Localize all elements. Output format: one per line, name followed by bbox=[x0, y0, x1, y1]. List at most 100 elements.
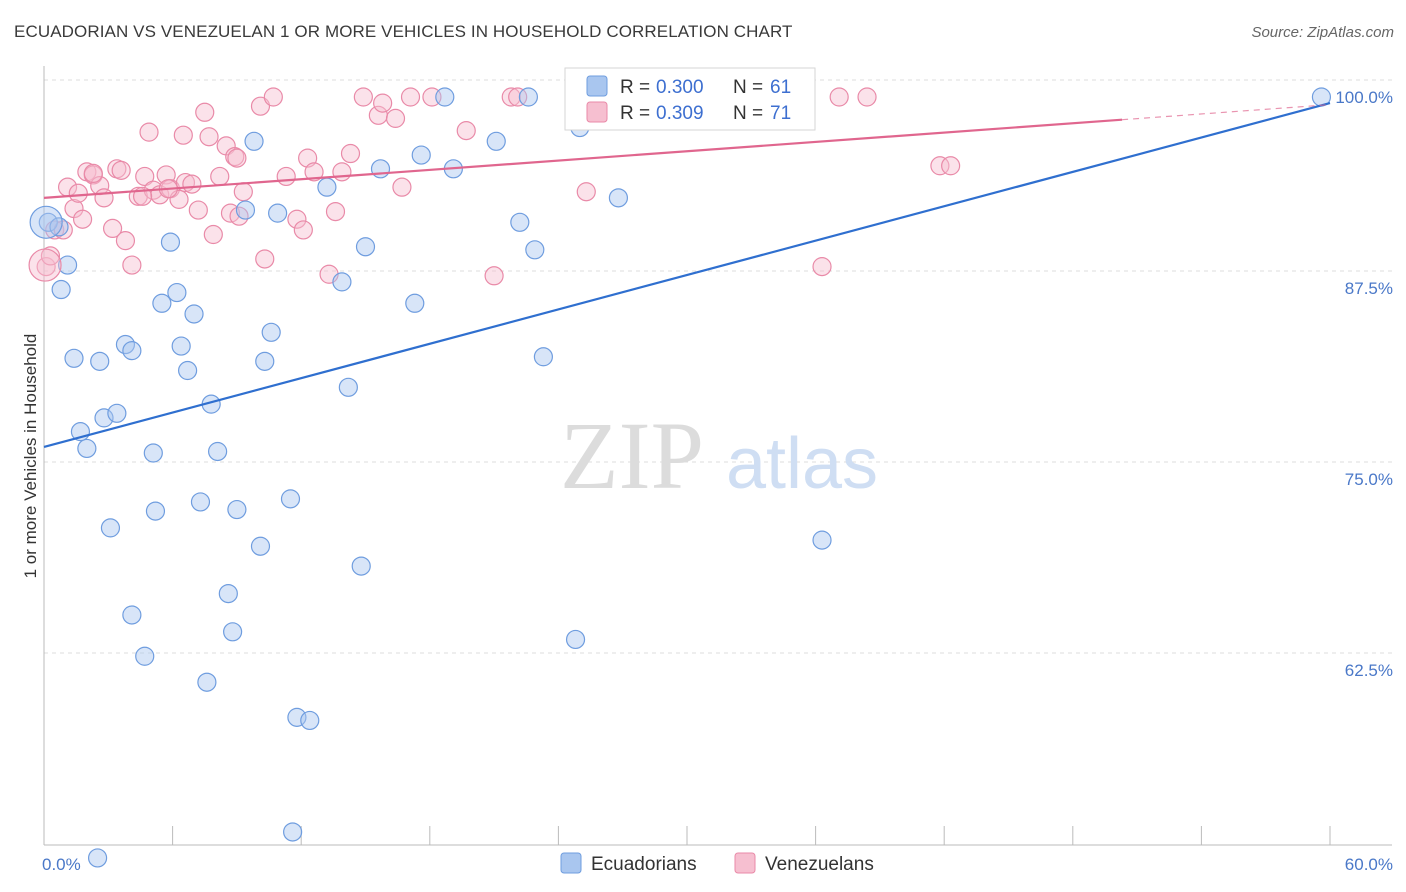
ecuadorian-point-57 bbox=[608, 188, 629, 208]
legend-swatch-venezuelans bbox=[586, 101, 608, 123]
venezuelan-point-63 bbox=[829, 87, 849, 107]
ecuadorian-point-31 bbox=[244, 131, 264, 151]
source-label: Source: ZipAtlas.com bbox=[1251, 24, 1394, 41]
ecuadorian-point-28 bbox=[223, 622, 243, 642]
ecuadorian-point-43 bbox=[351, 556, 371, 576]
legend-r-label-2: R = bbox=[620, 103, 650, 124]
venezuelan-point-14 bbox=[111, 160, 131, 180]
legend-n-label-1: N = bbox=[733, 77, 763, 98]
ecuadorian-point-21 bbox=[178, 360, 198, 381]
ecuadorian-point-44 bbox=[355, 237, 376, 257]
ecuadorian-point-15 bbox=[143, 443, 163, 463]
y-tick-label-2: 75.0% bbox=[1345, 470, 1393, 489]
x-tick-label-1: 60.0% bbox=[1345, 855, 1393, 874]
ecuadorian-point-39 bbox=[300, 710, 320, 731]
venezuelan-point-28 bbox=[188, 200, 208, 220]
venezuelan-point-47 bbox=[325, 202, 346, 222]
ecuadorian-point-13 bbox=[122, 341, 142, 361]
trend-lines bbox=[43, 102, 1331, 448]
venezuelan-point-1 bbox=[40, 246, 61, 266]
legend-r-value-2: 0.309 bbox=[656, 103, 704, 124]
venezuelan-point-62 bbox=[812, 257, 832, 277]
venezuelan-trend-line bbox=[43, 118, 1123, 199]
venezuelan-point-6 bbox=[68, 183, 88, 203]
venezuelan-point-32 bbox=[210, 166, 230, 187]
ecuadorian-point-16 bbox=[145, 501, 166, 521]
venezuelan-point-19 bbox=[139, 122, 159, 142]
venezuelan-point-48 bbox=[332, 162, 352, 182]
ecuadorian-point-40 bbox=[317, 177, 337, 197]
ecuadorian-point-18 bbox=[160, 232, 181, 252]
venezuelan-point-42 bbox=[287, 209, 307, 229]
ecuadorian-point-32 bbox=[250, 536, 271, 556]
venezuelan-point-66 bbox=[941, 156, 961, 176]
legend-r-value-1: 0.300 bbox=[656, 77, 704, 98]
venezuelan-point-41 bbox=[276, 166, 296, 187]
ecuadorian-point-47 bbox=[411, 145, 431, 165]
ecuadorian-point-24 bbox=[197, 672, 217, 692]
venezuelan-point-59 bbox=[501, 87, 521, 107]
y-tick-label-0: 100.0% bbox=[1335, 88, 1393, 107]
venezuelan-point-57 bbox=[456, 121, 476, 141]
venezuelan-point-15 bbox=[115, 231, 136, 251]
ecuadorian-point-0 bbox=[38, 212, 58, 232]
legend-swatch-ecuadorians bbox=[586, 75, 608, 97]
venezuelan-point-45 bbox=[304, 162, 324, 182]
venezuelan-point-65 bbox=[930, 156, 950, 176]
data-points bbox=[28, 87, 1332, 868]
watermark-atlas: atlas bbox=[726, 424, 878, 504]
venezuelan-point-67 bbox=[227, 148, 247, 168]
ecuadorian-point-41 bbox=[332, 272, 352, 292]
ecuadorian-point-27 bbox=[218, 583, 238, 604]
ecuadorian-cluster-point bbox=[29, 205, 63, 239]
ecuadorian-point-10 bbox=[107, 403, 127, 423]
chart-title: ECUADORIAN VS VENEZUELAN 1 OR MORE VEHIC… bbox=[14, 22, 793, 41]
grid-lines bbox=[44, 79, 1392, 654]
ecuadorian-point-20 bbox=[171, 336, 191, 356]
ecuadorian-point-14 bbox=[135, 646, 155, 666]
ecuadorian-point-29 bbox=[227, 499, 247, 520]
ecuadorian-point-54 bbox=[533, 347, 553, 367]
ecuadorian-point-53 bbox=[525, 240, 545, 260]
ecuadorian-point-55 bbox=[565, 629, 586, 650]
legend-n-label-2: N = bbox=[733, 103, 763, 124]
venezuelan-point-31 bbox=[203, 224, 223, 245]
venezuelan-point-27 bbox=[182, 174, 202, 194]
venezuelan-cluster-point bbox=[28, 248, 62, 282]
y-tick-label-1: 87.5% bbox=[1345, 279, 1393, 298]
ecuadorian-point-46 bbox=[405, 293, 425, 313]
tick-labels: 100.0% 87.5% 75.0% 62.5% 0.0% 60.0% bbox=[42, 88, 1393, 874]
y-tick-label-3: 62.5% bbox=[1345, 661, 1393, 680]
legend-n-value-2: 71 bbox=[770, 103, 791, 124]
venezuelan-point-11 bbox=[94, 188, 114, 208]
venezuelan-point-18 bbox=[135, 166, 155, 187]
venezuelan-point-69 bbox=[83, 163, 103, 183]
ecuadorian-point-19 bbox=[167, 282, 187, 303]
ecuadorian-point-34 bbox=[261, 322, 281, 342]
ecuadorian-point-35 bbox=[268, 203, 288, 223]
venezuelan-point-37 bbox=[233, 182, 253, 202]
venezuelan-point-64 bbox=[857, 87, 877, 107]
legend-n-value-1: 61 bbox=[770, 77, 791, 98]
ecuadorian-point-51 bbox=[510, 212, 530, 232]
ecuadorian-point-58 bbox=[812, 530, 832, 550]
venezuelan-point-29 bbox=[195, 102, 215, 122]
venezuelan-point-53 bbox=[385, 108, 406, 128]
bottom-legend-swatch-ecuadorians bbox=[560, 852, 582, 874]
venezuelan-point-40 bbox=[263, 87, 283, 107]
venezuelan-trend-extension bbox=[1122, 104, 1331, 121]
ecuadorian-trend-line bbox=[43, 102, 1331, 448]
ecuadorian-point-38 bbox=[283, 822, 303, 842]
ecuadorian-point-9 bbox=[100, 518, 121, 538]
venezuelan-point-54 bbox=[392, 177, 412, 197]
venezuelan-point-25 bbox=[173, 125, 193, 145]
venezuelan-point-49 bbox=[340, 143, 361, 164]
ecuadorian-point-36 bbox=[280, 489, 301, 509]
venezuelan-point-12 bbox=[102, 218, 123, 239]
bottom-legend: Ecuadorians Venezuelans bbox=[560, 852, 874, 875]
venezuelan-point-61 bbox=[576, 182, 596, 202]
venezuelan-point-30 bbox=[199, 127, 219, 147]
venezuelan-point-0 bbox=[36, 257, 56, 277]
bottom-legend-swatch-venezuelans bbox=[734, 852, 756, 874]
